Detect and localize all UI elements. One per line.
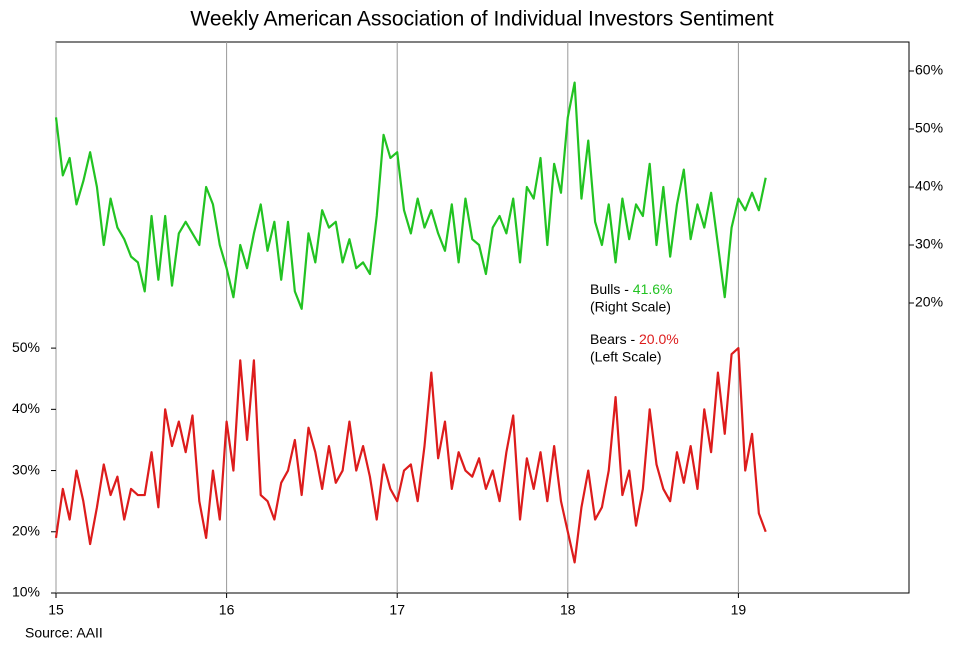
y2-tick-label: 60% [915, 62, 943, 78]
annotation-text: Bulls - [590, 281, 633, 297]
y-tick-label: 10% [12, 584, 40, 600]
bulls-annotation: Bulls - 41.6% [590, 281, 673, 297]
annotation-text: Bears - [590, 331, 639, 347]
x-tick-label: 17 [389, 602, 405, 618]
x-tick-label: 16 [219, 602, 235, 618]
series-line [54, 347, 767, 564]
series-line [54, 81, 767, 310]
source: Source: AAII [25, 625, 103, 641]
annotation-text: (Right Scale) [590, 299, 671, 315]
x-tick-label: 15 [48, 602, 64, 618]
bears-annotation: Bears - 20.0% [590, 331, 679, 347]
chart-title: Weekly American Association of Individua… [190, 8, 773, 31]
annotation-value: 41.6% [633, 281, 673, 297]
plot-frame [55, 41, 910, 594]
y-tick-label: 50% [12, 339, 40, 355]
annotation-value: 20.0% [639, 331, 679, 347]
x-tick-label: 18 [560, 602, 576, 618]
y-tick-label: 40% [12, 400, 40, 416]
y-tick-label: 20% [12, 522, 40, 538]
y2-tick-label: 20% [915, 294, 943, 310]
x-tick-label: 19 [731, 602, 747, 618]
y2-tick-label: 30% [915, 236, 943, 252]
y2-tick-label: 50% [915, 120, 943, 136]
y-tick-label: 30% [12, 461, 40, 477]
y2-tick-label: 40% [915, 178, 943, 194]
annotation-text: (Left Scale) [590, 349, 662, 365]
